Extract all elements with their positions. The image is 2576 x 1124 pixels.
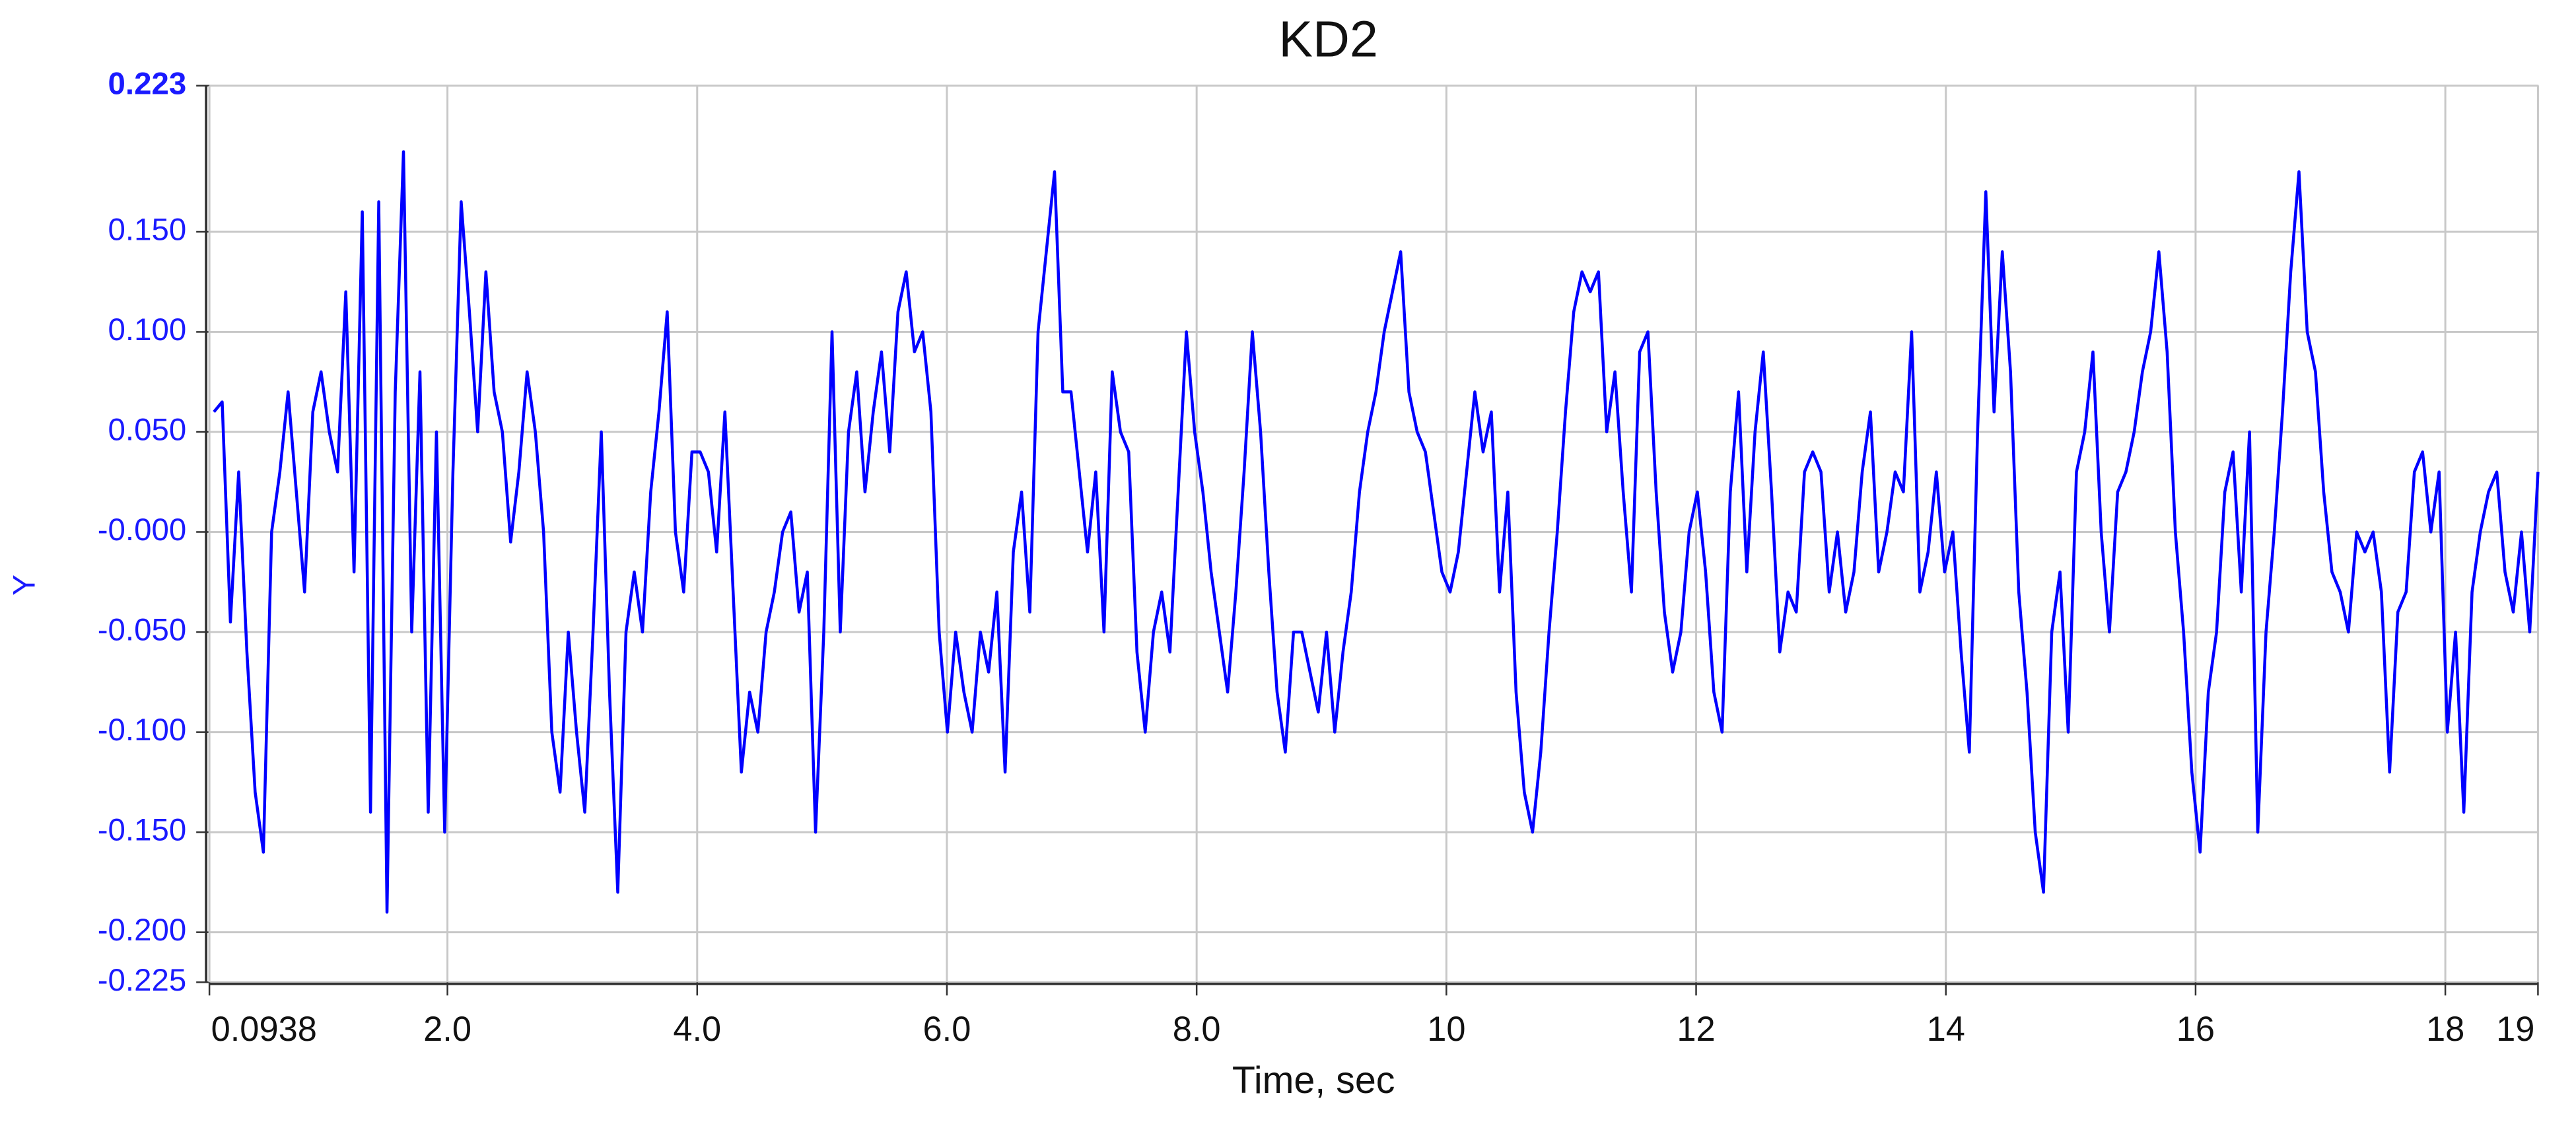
x-tick-label: 16 — [2176, 1010, 2215, 1049]
data-line — [213, 150, 2540, 914]
x-tick-label: 2.0 — [423, 1010, 471, 1049]
x-axis-label: Time, sec — [1232, 1059, 1395, 1102]
y-tick-label: -0.100 — [98, 713, 186, 748]
y-tick-label: 0.150 — [108, 213, 187, 248]
x-tick-label: 14 — [1927, 1010, 1965, 1049]
x-tick-label: 6.0 — [923, 1010, 971, 1049]
y-tick-label: -0.050 — [98, 613, 186, 648]
y-tick-label: -0.150 — [98, 813, 186, 848]
y-axis-label: Y — [7, 575, 42, 596]
y-tick-label: 0.100 — [108, 312, 187, 347]
plot-area — [208, 85, 2539, 983]
x-tick-label: 18 — [2426, 1010, 2464, 1049]
x-tick-label: 0.0938 — [211, 1010, 317, 1049]
chart-title: KD2 — [1278, 11, 1377, 67]
y-tick-label: 0.223 — [108, 66, 187, 101]
x-tick-label: 8.0 — [1173, 1010, 1221, 1049]
y-tick-label: -0.200 — [98, 913, 186, 948]
x-tick-label: 19 — [2496, 1010, 2534, 1049]
y-tick-label: -0.225 — [98, 963, 186, 998]
y-tick-label: -0.000 — [98, 512, 186, 547]
y-tick-label: 0.050 — [108, 413, 187, 448]
x-tick-label: 10 — [1427, 1010, 1465, 1049]
x-tick-label: 12 — [1677, 1010, 1715, 1049]
x-tick-label: 4.0 — [673, 1010, 721, 1049]
